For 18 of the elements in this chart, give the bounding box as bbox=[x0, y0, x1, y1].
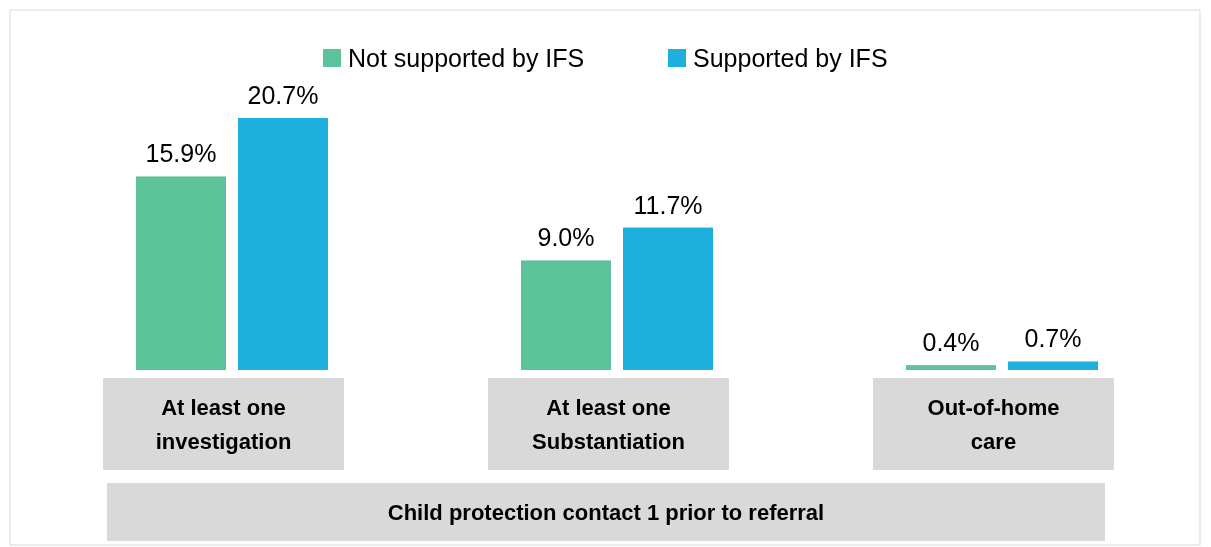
data-label: 20.7% bbox=[247, 81, 319, 109]
bar bbox=[1008, 361, 1098, 370]
x-tick-label: At least one investigation bbox=[155, 395, 292, 454]
bar bbox=[136, 176, 226, 370]
data-label: 15.9% bbox=[145, 139, 217, 168]
bar bbox=[623, 227, 713, 370]
legend-label: Not supported by IFS bbox=[348, 44, 585, 72]
data-label: 9.0% bbox=[537, 223, 595, 252]
bar bbox=[906, 365, 996, 370]
x-tick-label: Out-of-home care bbox=[927, 395, 1060, 454]
bar bbox=[521, 260, 611, 370]
data-label: 11.7% bbox=[633, 190, 703, 219]
bar bbox=[238, 118, 328, 370]
x-axis-title: Child protection contact 1 prior to referral bbox=[387, 500, 825, 525]
data-label: 0.7% bbox=[1024, 324, 1082, 353]
x-tick-label: At least one Substantiation bbox=[532, 395, 685, 454]
data-label: 0.4% bbox=[922, 328, 980, 357]
legend-label: Supported by IFS bbox=[693, 44, 888, 72]
